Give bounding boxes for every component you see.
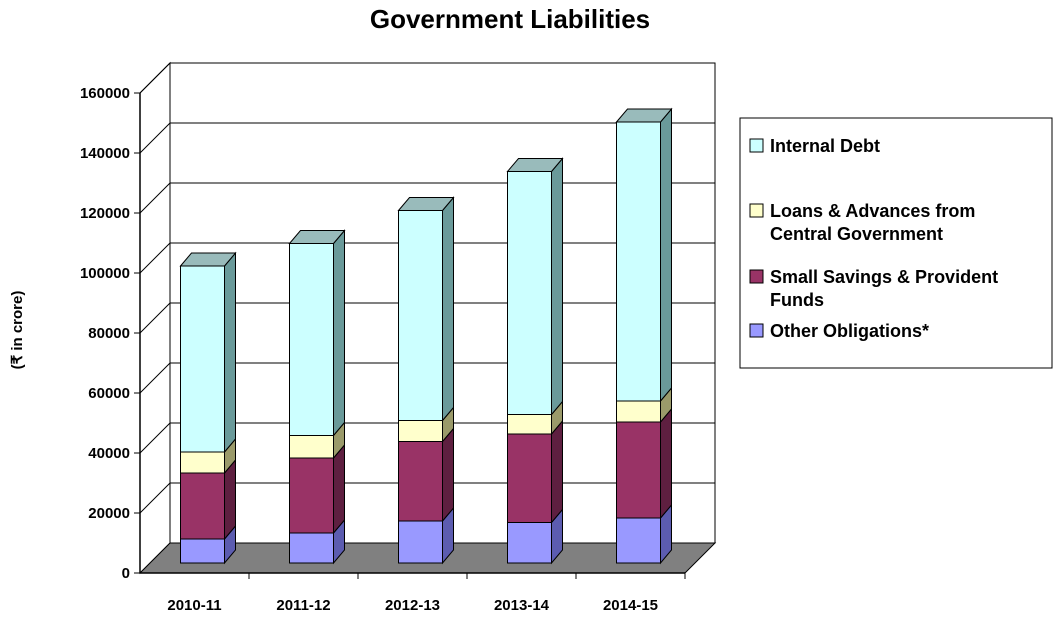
legend-swatch bbox=[749, 138, 764, 153]
bar-top bbox=[506, 158, 564, 172]
bar-front bbox=[398, 210, 443, 421]
bar-side bbox=[551, 157, 563, 416]
x-category-label: 2013-14 bbox=[494, 597, 550, 614]
bar-front bbox=[180, 472, 225, 540]
legend-swatch bbox=[749, 323, 764, 338]
bar-segment bbox=[180, 437, 236, 475]
y-tick-label: 140000 bbox=[80, 145, 130, 162]
bar-front bbox=[616, 517, 661, 564]
bar-front bbox=[289, 435, 334, 459]
y-tick-labels: 0 20000 40000 60000 80000 100000 120000 140000 1… bbox=[80, 85, 130, 582]
bar-front bbox=[180, 538, 225, 564]
bar-front bbox=[507, 433, 552, 523]
x-category-labels: 2010-11 2011-12 2012-13 2013-14 2014-15 bbox=[167, 597, 658, 614]
y-tick-label: 160000 bbox=[80, 85, 130, 102]
bar-segment bbox=[507, 157, 563, 416]
legend-label: Small Savings & Provident bbox=[770, 267, 998, 287]
gridline-side bbox=[139, 182, 171, 214]
x-category-label: 2012-13 bbox=[385, 597, 440, 614]
bar-side bbox=[224, 458, 236, 541]
bar-segment bbox=[507, 400, 563, 436]
bar-top bbox=[179, 252, 237, 267]
gridline-side bbox=[139, 482, 171, 514]
legend-swatch bbox=[749, 269, 764, 284]
bar-side bbox=[660, 107, 672, 403]
bar-top bbox=[397, 197, 455, 211]
bar-segment bbox=[398, 427, 454, 523]
legend: Internal Debt Loans & Advances from Centra… bbox=[739, 117, 1053, 369]
gridline-side bbox=[139, 242, 171, 274]
y-axis-label: (₹ in crore) bbox=[9, 291, 26, 370]
x-category-label: 2011-12 bbox=[276, 597, 330, 614]
bar-segment bbox=[289, 421, 345, 460]
gridline-side bbox=[139, 62, 171, 94]
bar-segment bbox=[289, 518, 345, 565]
legend-label: Other Obligations* bbox=[770, 321, 929, 341]
bar-front bbox=[180, 451, 225, 474]
legend-swatch bbox=[749, 203, 764, 218]
bar-side bbox=[442, 196, 454, 422]
bar-front bbox=[616, 400, 661, 423]
bar-segment bbox=[616, 407, 672, 520]
bar-front bbox=[398, 441, 443, 522]
bar-segment bbox=[289, 443, 345, 535]
gridline-side bbox=[139, 362, 171, 394]
y-tick-label: 60000 bbox=[88, 385, 130, 402]
bar-segment bbox=[507, 508, 563, 565]
bar-front bbox=[507, 414, 552, 435]
bar-top bbox=[288, 230, 346, 244]
y-tick-label: 80000 bbox=[88, 325, 130, 342]
bar-segment bbox=[180, 251, 236, 454]
gridline-side bbox=[139, 422, 171, 454]
legend-label: Internal Debt bbox=[770, 136, 880, 156]
bar-front bbox=[507, 171, 552, 415]
axes bbox=[139, 93, 686, 579]
bar-side bbox=[333, 443, 345, 535]
y-tick-label: 0 bbox=[122, 565, 130, 582]
legend-box bbox=[739, 117, 1053, 369]
bar-segment bbox=[398, 196, 454, 422]
y-tick-label: 20000 bbox=[88, 505, 130, 522]
bar-side bbox=[551, 419, 563, 524]
gridline-side bbox=[139, 302, 171, 334]
bar-front bbox=[398, 420, 443, 442]
x-category-label: 2014-15 bbox=[603, 597, 658, 614]
bar-side bbox=[442, 427, 454, 523]
bar-segment bbox=[180, 524, 236, 565]
bar-side bbox=[333, 229, 345, 437]
legend-label: Loans & Advances from bbox=[770, 201, 975, 221]
bar-side bbox=[224, 251, 236, 454]
bar-segment bbox=[507, 419, 563, 524]
y-tick-label: 120000 bbox=[80, 205, 130, 222]
bar-front bbox=[616, 121, 661, 402]
legend-label: Central Government bbox=[770, 224, 943, 244]
bar-front bbox=[289, 532, 334, 564]
bar-top bbox=[615, 108, 673, 123]
legend-label: Funds bbox=[770, 290, 824, 310]
y-tick-label: 100000 bbox=[80, 265, 130, 282]
gridline-side bbox=[139, 122, 171, 154]
x-category-label: 2010-11 bbox=[167, 597, 221, 614]
bar-front bbox=[180, 265, 225, 453]
bar-segment bbox=[616, 107, 672, 403]
bar-front bbox=[507, 522, 552, 564]
bar-segment bbox=[616, 503, 672, 565]
bar-side bbox=[660, 407, 672, 520]
chart-title: Government Liabilities bbox=[370, 4, 650, 34]
bar-segment bbox=[616, 386, 672, 424]
bar-segment bbox=[398, 506, 454, 565]
bar-front bbox=[289, 457, 334, 534]
bar-front bbox=[289, 243, 334, 436]
bar-front bbox=[616, 421, 661, 519]
y-tick-label: 40000 bbox=[88, 445, 130, 462]
bars bbox=[179, 107, 673, 565]
bar-segment bbox=[289, 229, 345, 437]
bar-front bbox=[398, 520, 443, 564]
